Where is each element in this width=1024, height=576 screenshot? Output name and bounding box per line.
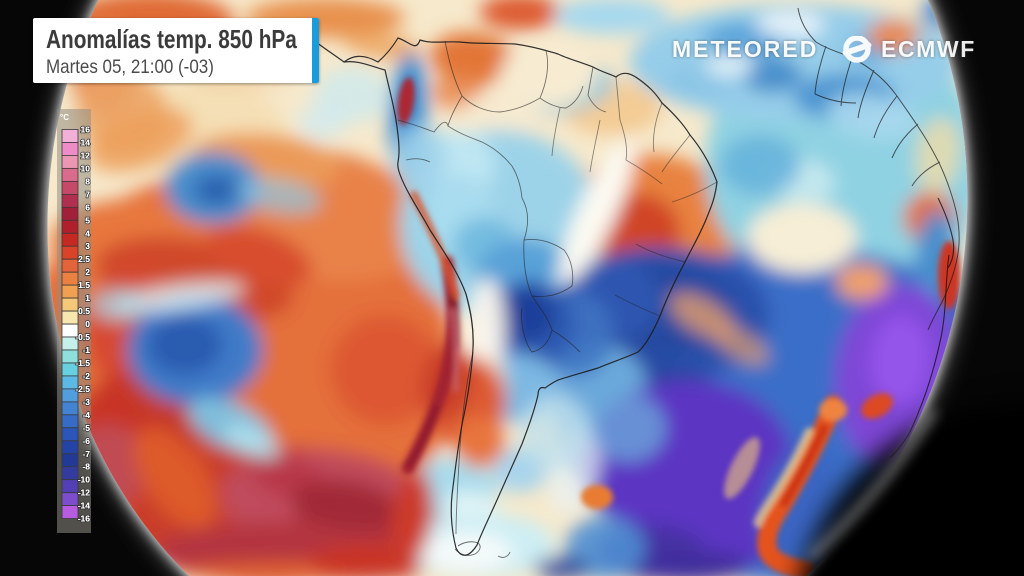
svg-text:-16: -16 xyxy=(78,514,91,524)
svg-text:-4: -4 xyxy=(82,410,90,420)
svg-text:-1: -1 xyxy=(82,345,90,355)
svg-text:-5: -5 xyxy=(82,423,90,433)
svg-text:-14: -14 xyxy=(78,501,91,511)
svg-text:4: 4 xyxy=(85,228,90,238)
svg-text:-3: -3 xyxy=(82,397,90,407)
svg-text:3: 3 xyxy=(85,241,90,251)
svg-text:14: 14 xyxy=(81,138,91,148)
svg-text:-7: -7 xyxy=(82,449,90,459)
svg-text:-10: -10 xyxy=(78,475,91,485)
svg-text:°C: °C xyxy=(60,113,69,122)
svg-text:2: 2 xyxy=(85,267,90,277)
svg-text:12: 12 xyxy=(81,150,91,160)
svg-text:1: 1 xyxy=(85,293,90,303)
svg-text:8: 8 xyxy=(85,176,90,186)
svg-text:7: 7 xyxy=(85,189,90,199)
svg-text:2.5: 2.5 xyxy=(78,254,90,264)
svg-text:-16: -16 xyxy=(78,514,91,524)
svg-text:0: 0 xyxy=(85,319,90,329)
svg-text:-2.5: -2.5 xyxy=(75,384,90,394)
svg-text:-1.5: -1.5 xyxy=(75,358,90,368)
svg-text:10: 10 xyxy=(81,163,91,173)
svg-text:0.5: 0.5 xyxy=(78,306,90,316)
svg-text:6: 6 xyxy=(85,202,90,212)
svg-text:-8: -8 xyxy=(82,462,90,472)
svg-text:1.5: 1.5 xyxy=(78,280,90,290)
svg-text:-3: -3 xyxy=(82,397,90,407)
svg-text:16: 16 xyxy=(81,125,91,135)
svg-text:6: 6 xyxy=(85,202,90,212)
svg-text:-1.5: -1.5 xyxy=(75,358,90,368)
svg-text:12: 12 xyxy=(81,150,91,160)
svg-text:7: 7 xyxy=(85,189,90,199)
svg-text:-14: -14 xyxy=(78,501,91,511)
svg-text:5: 5 xyxy=(85,215,90,225)
svg-text:10: 10 xyxy=(81,163,91,173)
svg-text:8: 8 xyxy=(85,176,90,186)
svg-text:-4: -4 xyxy=(82,410,90,420)
svg-text:-12: -12 xyxy=(78,488,91,498)
svg-text:1.5: 1.5 xyxy=(78,280,90,290)
svg-text:-2.5: -2.5 xyxy=(75,384,90,394)
svg-text:-8: -8 xyxy=(82,462,90,472)
svg-text:-2: -2 xyxy=(82,371,90,381)
svg-text:2.5: 2.5 xyxy=(78,254,90,264)
svg-text:16: 16 xyxy=(81,125,91,135)
svg-text:-12: -12 xyxy=(78,488,91,498)
svg-text:-0.5: -0.5 xyxy=(75,332,90,342)
svg-text:5: 5 xyxy=(85,215,90,225)
svg-text:-7: -7 xyxy=(82,449,90,459)
svg-text:0: 0 xyxy=(85,319,90,329)
svg-text:-2: -2 xyxy=(82,371,90,381)
svg-text:-0.5: -0.5 xyxy=(75,332,90,342)
svg-text:-1: -1 xyxy=(82,345,90,355)
svg-text:-6: -6 xyxy=(82,436,90,446)
svg-text:1: 1 xyxy=(85,293,90,303)
svg-text:2: 2 xyxy=(85,267,90,277)
svg-text:-6: -6 xyxy=(82,436,90,446)
svg-text:3: 3 xyxy=(85,241,90,251)
svg-text:4: 4 xyxy=(85,228,90,238)
svg-text:-10: -10 xyxy=(78,475,91,485)
svg-text:0.5: 0.5 xyxy=(78,306,90,316)
svg-text:14: 14 xyxy=(81,138,91,148)
svg-text:-5: -5 xyxy=(82,423,90,433)
